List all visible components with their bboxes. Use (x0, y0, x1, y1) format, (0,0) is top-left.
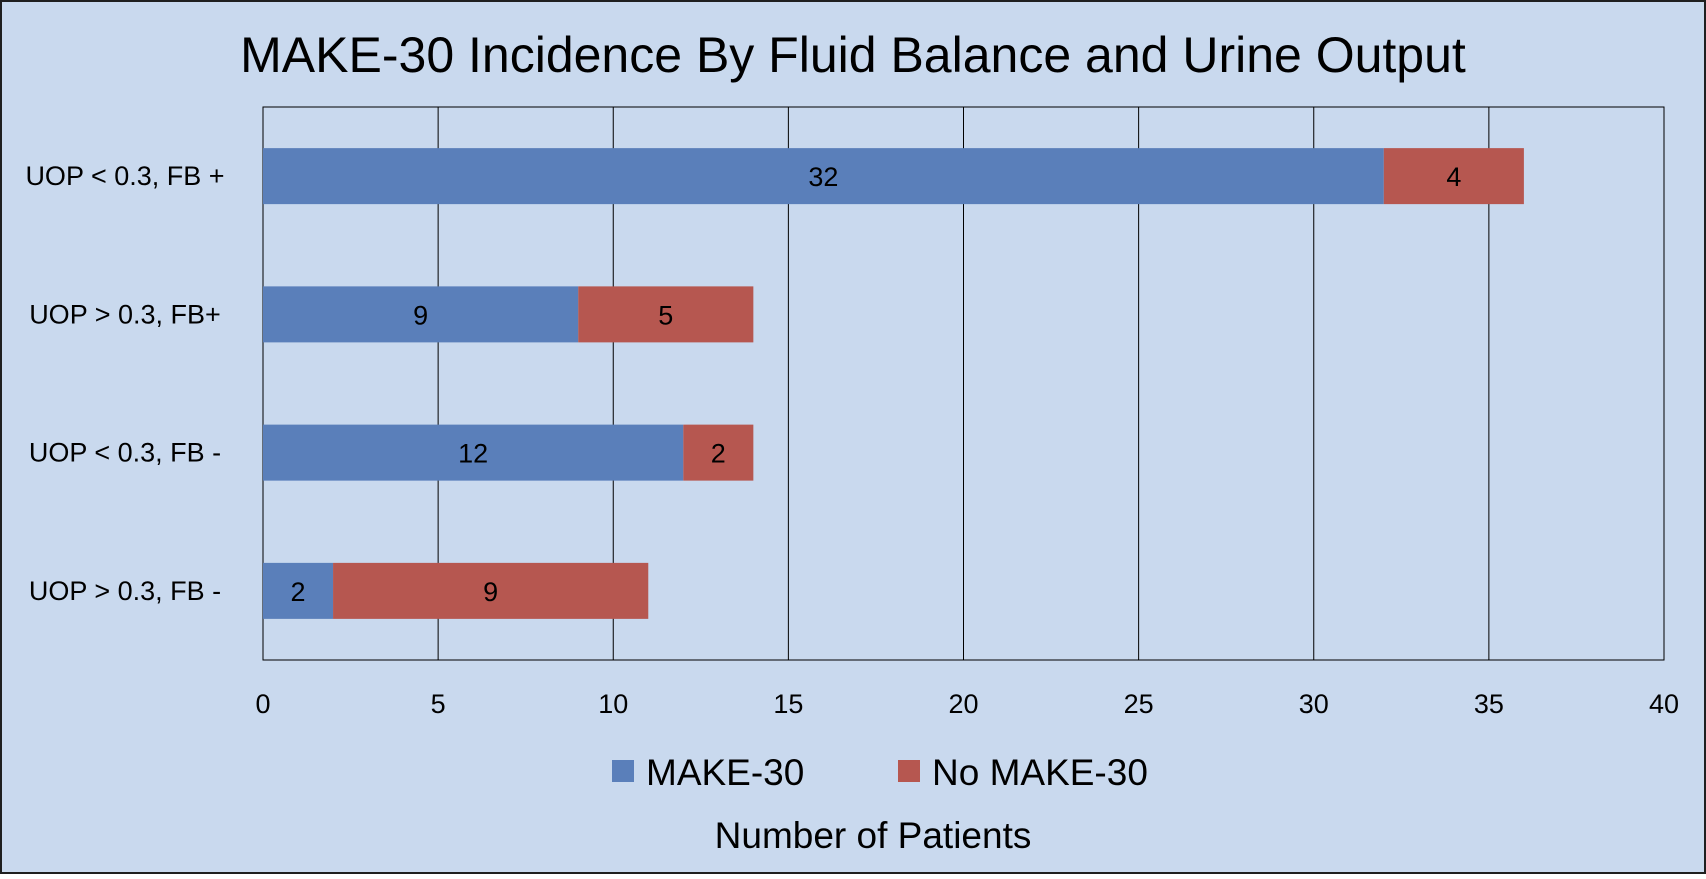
data-label-no-make30-1: 5 (658, 300, 673, 330)
x-tick-label-35: 35 (1474, 689, 1504, 719)
data-label-make30-2: 12 (458, 439, 488, 469)
bar-no-make30-3 (333, 562, 649, 619)
x-tick-label-0: 0 (255, 689, 270, 719)
data-label-make30-0: 32 (808, 162, 838, 192)
x-tick-label-40: 40 (1649, 689, 1679, 719)
bar-make30-3 (263, 562, 334, 619)
x-tick-label-25: 25 (1124, 689, 1154, 719)
y-tick-label-2: UOP < 0.3, FB - (29, 438, 221, 468)
y-tick-label-1: UOP > 0.3, FB+ (29, 299, 221, 329)
y-tick-label-3: UOP > 0.3, FB - (29, 576, 221, 606)
x-tick-label-10: 10 (598, 689, 628, 719)
data-label-no-make30-0: 4 (1446, 162, 1461, 192)
chart-title: MAKE-30 Incidence By Fluid Balance and U… (240, 27, 1466, 83)
x-axis-title: Number of Patients (715, 815, 1032, 856)
bar-no-make30-0 (1383, 148, 1524, 205)
x-tick-label-20: 20 (948, 689, 978, 719)
bar-make30-0 (263, 148, 1384, 205)
legend-label-make30: MAKE-30 (646, 752, 804, 793)
data-label-make30-3: 2 (291, 577, 306, 607)
bar-make30-2 (263, 424, 684, 481)
x-tick-label-15: 15 (773, 689, 803, 719)
data-label-make30-1: 9 (413, 300, 428, 330)
bar-make30-1 (263, 286, 579, 343)
legend-label-no-make30: No MAKE-30 (932, 752, 1148, 793)
x-tick-label-30: 30 (1299, 689, 1329, 719)
x-axis: 0 5 10 15 20 25 30 35 40 (255, 689, 1679, 719)
bars: 32 4 9 5 12 2 2 9 (263, 148, 1524, 619)
x-tick-label-5: 5 (431, 689, 446, 719)
bar-no-make30-1 (578, 286, 754, 343)
legend: MAKE-30 No MAKE-30 (612, 752, 1148, 793)
y-axis: UOP < 0.3, FB + UOP > 0.3, FB+ UOP < 0.3, … (25, 161, 224, 606)
bar-no-make30-2 (683, 424, 754, 481)
data-label-no-make30-3: 9 (483, 577, 498, 607)
legend-swatch-no-make30 (898, 760, 920, 782)
data-label-no-make30-2: 2 (711, 439, 726, 469)
y-tick-label-0: UOP < 0.3, FB + (25, 161, 224, 191)
legend-swatch-make30 (612, 760, 634, 782)
